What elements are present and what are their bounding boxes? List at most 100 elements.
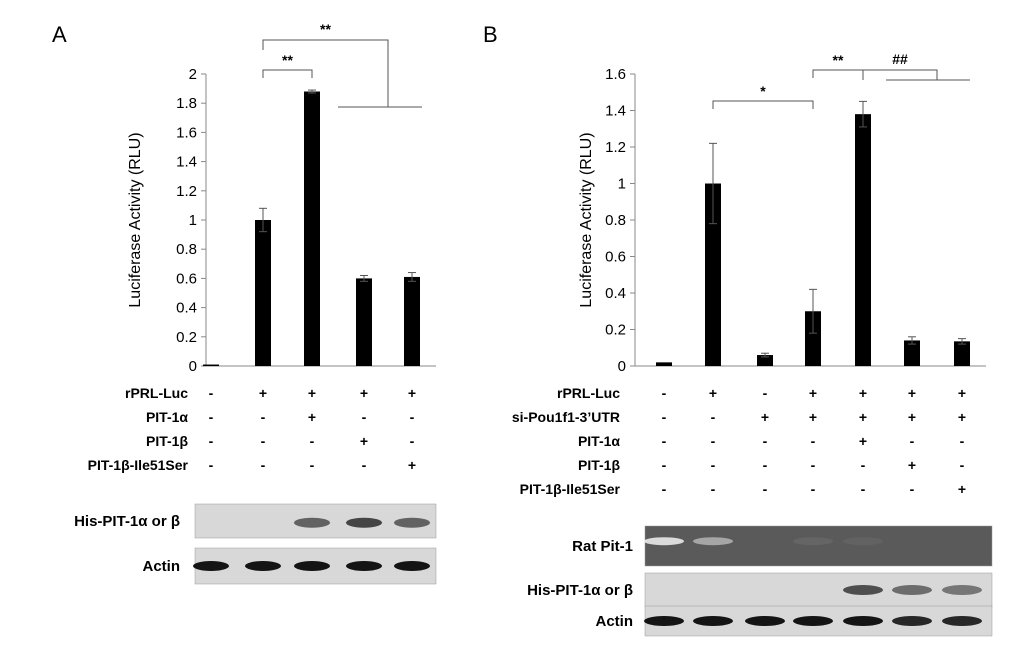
- condition-label: PIT-1β-Ile51Ser: [88, 457, 189, 473]
- condition-symbol: +: [360, 385, 368, 401]
- y-tick-label: 0.8: [605, 212, 626, 229]
- condition-label: PIT-1α: [146, 409, 188, 425]
- y-tick-label: 0.6: [605, 249, 626, 266]
- condition-symbol: +: [360, 433, 368, 449]
- blot-band: [294, 561, 330, 571]
- bar: [855, 114, 871, 367]
- blot-label: Actin: [596, 613, 634, 630]
- condition-symbol: -: [910, 433, 915, 449]
- y-tick-label: 1.4: [605, 103, 626, 120]
- blot-band: [644, 537, 684, 546]
- condition-symbol: -: [261, 457, 266, 473]
- condition-symbol: -: [960, 457, 965, 473]
- condition-symbol: +: [308, 409, 316, 425]
- significance-label: **: [320, 21, 331, 37]
- condition-symbol: +: [408, 457, 416, 473]
- blot-band: [245, 561, 281, 571]
- bar: [203, 364, 219, 367]
- condition-symbol: -: [662, 481, 667, 497]
- condition-symbol: +: [859, 385, 867, 401]
- condition-symbol: -: [410, 409, 415, 425]
- condition-symbol: +: [809, 385, 817, 401]
- blot-band: [346, 517, 382, 528]
- bar: [304, 91, 320, 367]
- condition-symbol: +: [709, 385, 717, 401]
- blot-band: [843, 585, 883, 595]
- condition-symbol: -: [410, 433, 415, 449]
- y-tick-label: 1.6: [176, 124, 197, 141]
- condition-symbol: -: [763, 385, 768, 401]
- condition-label: PIT-1β-Ile51Ser: [520, 481, 621, 497]
- bar: [356, 278, 372, 366]
- blot-band: [745, 616, 785, 626]
- panel-b-chart: 0 0.2 0.4 0.6 0.8 1 1.2 1.4 1.6 Luciferase Activi…: [512, 51, 993, 637]
- blot-band: [294, 517, 330, 528]
- condition-symbol: -: [763, 457, 768, 473]
- y-tick-label: 1.4: [176, 154, 197, 171]
- condition-symbol: +: [259, 385, 267, 401]
- condition-symbol: -: [209, 385, 214, 401]
- y-tick-label: 0.2: [605, 322, 626, 339]
- condition-symbol: +: [908, 409, 916, 425]
- bar: [954, 341, 970, 366]
- blot-band: [793, 537, 833, 546]
- bar: [656, 362, 672, 366]
- bar: [757, 355, 773, 366]
- significance-bracket: [262, 69, 313, 78]
- condition-symbol: -: [362, 409, 367, 425]
- significance-bracket: [862, 69, 938, 80]
- condition-symbol: -: [662, 409, 667, 425]
- condition-label: si-Pou1f1-3’UTR: [512, 409, 620, 425]
- condition-symbol: +: [958, 481, 966, 497]
- blot-strip: [644, 572, 993, 608]
- blot-band: [892, 585, 932, 595]
- panel-letter-b: B: [483, 22, 498, 47]
- condition-symbol: -: [209, 457, 214, 473]
- significance-label: *: [760, 83, 766, 99]
- significance-bracket: [712, 100, 814, 109]
- y-tick-label: 0.2: [176, 329, 197, 346]
- y-tick-label: 1.2: [605, 139, 626, 156]
- condition-symbol: -: [261, 433, 266, 449]
- y-tick-label: 1.8: [176, 95, 197, 112]
- blot-label: Rat Pit-1: [572, 538, 633, 555]
- significance-label: **: [282, 52, 293, 68]
- blot-label: Actin: [143, 558, 181, 575]
- y-axis-title: Luciferase Activity (RLU): [578, 132, 595, 307]
- condition-label: PIT-1β: [146, 433, 188, 449]
- y-tick-label: 0.4: [176, 300, 197, 317]
- panel-letter-a: A: [52, 22, 67, 47]
- condition-symbol: -: [811, 433, 816, 449]
- blot-band: [892, 616, 932, 626]
- condition-symbol: -: [662, 433, 667, 449]
- bar: [904, 340, 920, 366]
- significance-label: ##: [892, 51, 908, 67]
- blot-band: [193, 561, 229, 571]
- condition-symbol: -: [310, 457, 315, 473]
- condition-symbol: -: [711, 433, 716, 449]
- condition-symbol: -: [209, 433, 214, 449]
- blot-label: His-PIT-1α or β: [527, 582, 633, 599]
- condition-symbol: -: [960, 433, 965, 449]
- blot-band: [843, 616, 883, 626]
- y-tick-label: 2: [189, 66, 197, 83]
- condition-symbol: -: [811, 481, 816, 497]
- bar: [805, 311, 821, 366]
- blot-band: [942, 585, 982, 595]
- condition-label: PIT-1α: [578, 433, 620, 449]
- condition-label: rPRL-Luc: [125, 385, 188, 401]
- blot-label: His-PIT-1α or β: [74, 513, 180, 530]
- bar: [255, 220, 271, 366]
- y-tick-label: 1: [618, 176, 626, 193]
- blot-band: [346, 561, 382, 571]
- blot-band: [693, 537, 733, 546]
- blot-band: [394, 561, 430, 571]
- condition-symbol: +: [859, 409, 867, 425]
- condition-symbol: -: [209, 409, 214, 425]
- y-axis-title: Luciferase Activity (RLU): [127, 132, 144, 307]
- condition-symbol: -: [811, 457, 816, 473]
- bar: [705, 183, 721, 366]
- condition-symbol: +: [908, 457, 916, 473]
- panel-a-chart: 0 0.2 0.4 0.6 0.8 1 1.2 1.4 1.6 1.8 2 Luciferase Ac…: [74, 21, 437, 585]
